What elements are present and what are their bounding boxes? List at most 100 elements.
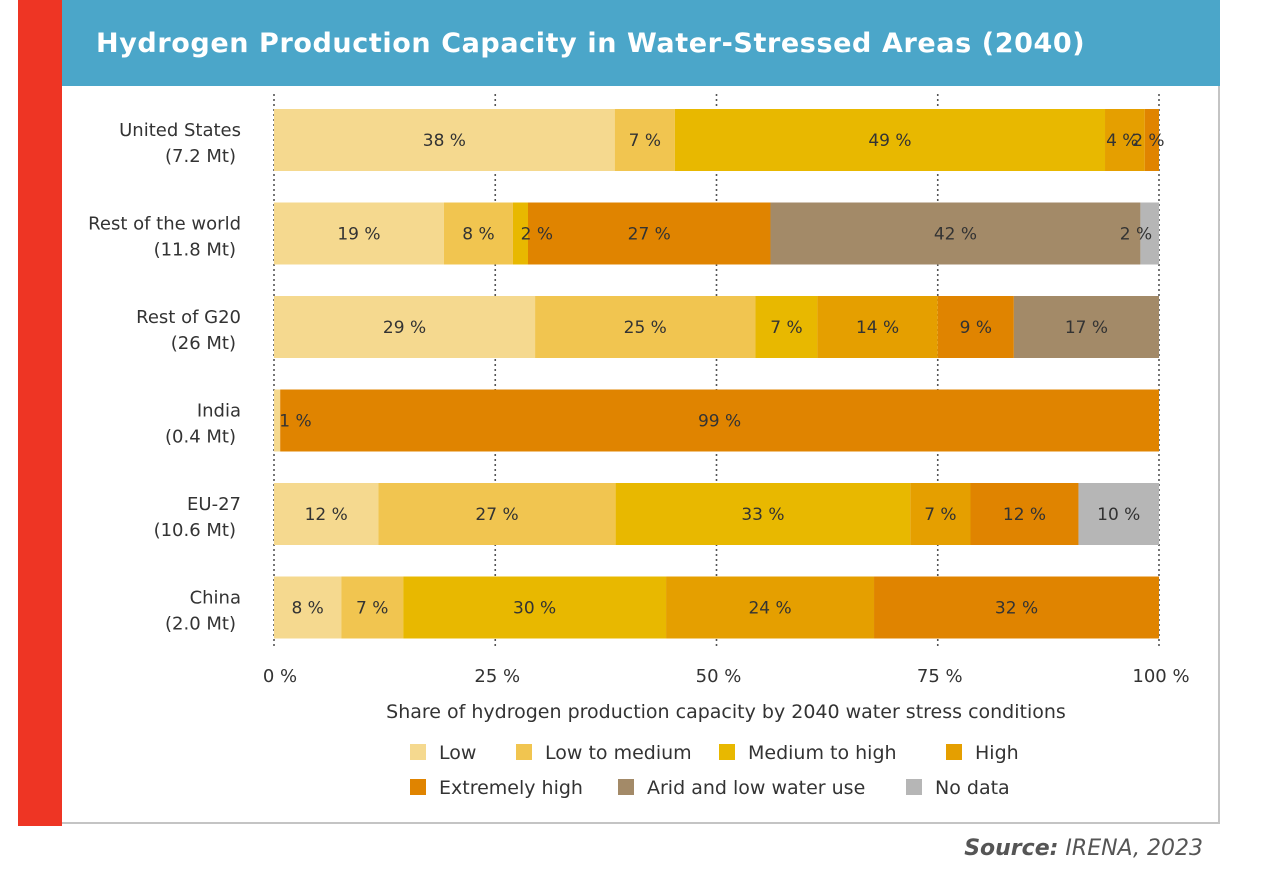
- bar-segment: [512, 202, 528, 265]
- data-label: 10 %: [1097, 505, 1140, 525]
- source-label: Source:: [964, 836, 1059, 861]
- category-sublabel: (10.6 Mt): [154, 520, 236, 541]
- bar-segment: [527, 202, 771, 265]
- bar-segment: [1105, 109, 1145, 171]
- data-label: 12 %: [305, 505, 348, 525]
- bar-segment: [274, 296, 536, 358]
- bar-segment: [666, 576, 875, 639]
- data-label: 14 %: [856, 318, 899, 338]
- bar-segment: [274, 109, 615, 171]
- data-label: 27 %: [475, 505, 518, 525]
- legend-label: Arid and low water use: [647, 777, 865, 799]
- data-label: 9 %: [960, 318, 992, 338]
- data-label: 7 %: [356, 599, 388, 619]
- data-label: 17 %: [1065, 318, 1108, 338]
- x-tick-label: 75 %: [917, 666, 963, 687]
- legend-label: High: [975, 742, 1019, 764]
- legend-label: Medium to high: [748, 742, 897, 764]
- bar-segment: [817, 296, 938, 358]
- bar-segment: [874, 576, 1159, 639]
- data-label: 29 %: [383, 318, 426, 338]
- x-axis-title: Share of hydrogen production capacity by…: [386, 701, 1066, 723]
- data-label: 1 %: [279, 412, 311, 432]
- source-text: IRENA, 2023: [1065, 836, 1203, 861]
- category-label: EU-27: [187, 494, 241, 515]
- legend-swatch: [618, 779, 634, 795]
- x-tick-label: 50 %: [696, 666, 742, 687]
- data-label: 2 %: [1120, 225, 1152, 245]
- legend-swatch: [906, 779, 922, 795]
- x-tick-label: 0 %: [263, 666, 297, 687]
- data-label: 8 %: [291, 599, 323, 619]
- bar-segment: [937, 296, 1014, 358]
- data-label: 8 %: [462, 225, 494, 245]
- bar-segment: [280, 389, 1159, 452]
- legend-label: No data: [935, 777, 1010, 799]
- legend-label: Low: [439, 742, 476, 764]
- bar-segment: [1140, 202, 1159, 265]
- data-label: 2 %: [521, 225, 553, 245]
- legend-label: Extremely high: [439, 777, 583, 799]
- legend-swatch: [410, 744, 426, 760]
- data-label: 49 %: [868, 131, 911, 151]
- source-note: Source: IRENA, 2023: [964, 836, 1203, 861]
- data-label: 25 %: [624, 318, 667, 338]
- legend-swatch: [719, 744, 735, 760]
- data-label: 38 %: [423, 131, 466, 151]
- stacked-bar-chart: United States (7.2 Mt) Rest of the world (1…: [88, 94, 1190, 799]
- bar-segment: [274, 576, 342, 639]
- bar-segment: [970, 483, 1079, 545]
- bar-segment: [274, 389, 281, 452]
- data-label: 42 %: [934, 225, 977, 245]
- bar-segment: [615, 483, 911, 545]
- title-banner: Hydrogen Production Capacity in Water-St…: [62, 0, 1220, 86]
- bar-segment: [341, 576, 404, 639]
- bar-segment: [274, 202, 444, 265]
- data-label: 7 %: [924, 505, 956, 525]
- chart-frame: United States (7.2 Mt) Rest of the world (1…: [62, 86, 1220, 824]
- data-label: 19 %: [337, 225, 380, 245]
- category-label: Rest of the world: [88, 214, 241, 235]
- data-label: 12 %: [1003, 505, 1046, 525]
- category-label: Rest of G20: [136, 307, 241, 328]
- data-label: 7 %: [629, 131, 661, 151]
- bar-segment: [1144, 109, 1159, 171]
- data-label: 2 %: [1132, 131, 1164, 151]
- category-sublabel: (2.0 Mt): [165, 614, 236, 635]
- data-label: 4 %: [1106, 131, 1138, 151]
- accent-red-bar: [18, 0, 62, 826]
- legend-label: Low to medium: [545, 742, 692, 764]
- bar-segment: [1013, 296, 1159, 358]
- bar-segment: [443, 202, 513, 265]
- bar-segment: [674, 109, 1106, 171]
- data-label: 32 %: [995, 599, 1038, 619]
- category-sublabel: (7.2 Mt): [165, 146, 236, 167]
- bar-segment: [378, 483, 616, 545]
- x-tick-label: 25 %: [474, 666, 520, 687]
- bar-segment: [403, 576, 667, 639]
- category-label: China: [190, 588, 241, 609]
- category-sublabel: (11.8 Mt): [154, 240, 236, 261]
- data-label: 7 %: [770, 318, 802, 338]
- data-label: 27 %: [628, 225, 671, 245]
- bar-segment: [755, 296, 818, 358]
- bar-segment: [1078, 483, 1159, 545]
- bar-segment: [910, 483, 971, 545]
- x-tick-label: 100 %: [1132, 666, 1189, 687]
- data-label: 30 %: [513, 599, 556, 619]
- bar-segment: [535, 296, 756, 358]
- category-label: United States: [119, 120, 241, 141]
- data-label: 99 %: [698, 412, 741, 432]
- legend-swatch: [516, 744, 532, 760]
- bar-segment: [614, 109, 675, 171]
- category-sublabel: (0.4 Mt): [165, 427, 236, 448]
- page-title: Hydrogen Production Capacity in Water-St…: [96, 28, 1086, 59]
- data-label: 24 %: [748, 599, 791, 619]
- bar-segment: [770, 202, 1141, 265]
- category-label: India: [197, 401, 241, 422]
- legend-swatch: [410, 779, 426, 795]
- category-sublabel: (26 Mt): [171, 333, 236, 354]
- data-label: 33 %: [741, 505, 784, 525]
- legend-swatch: [946, 744, 962, 760]
- bar-segment: [274, 483, 379, 545]
